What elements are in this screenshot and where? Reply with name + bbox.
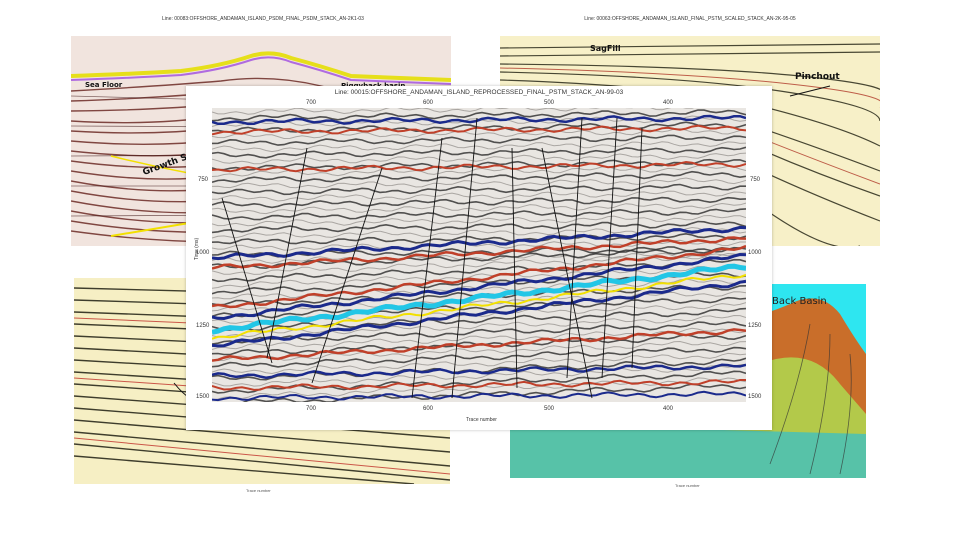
panel-title: Line: 00083:OFFSHORE_ANDAMAN_ISLAND_PSDM…: [162, 16, 364, 22]
sea-floor-label: Sea Floor: [85, 81, 123, 89]
x-tick-top-600: 600: [423, 100, 434, 106]
x-tick-top-400: 400: [663, 100, 674, 106]
x-tick-bottom-600: 600: [423, 406, 434, 412]
y-tick-750: 750: [198, 177, 209, 183]
main-seismic-section: [212, 108, 746, 402]
seismic-panel-main: Line: 00015:OFFSHORE_ANDAMAN_ISLAND_REPR…: [186, 86, 772, 430]
y-tick-1250: 1250: [196, 323, 210, 329]
x-tick-bottom-700: 700: [306, 406, 317, 412]
y-tick-right-750: 750: [750, 177, 761, 183]
x-axis-title: Trace number: [246, 488, 271, 493]
sagfill-label: SagFill: [590, 44, 621, 53]
x-tick-bottom-500: 500: [544, 406, 555, 412]
pinchout-label: Pinchout: [795, 72, 840, 82]
x-tick-bottom-400: 400: [663, 406, 674, 412]
y-axis-title: Time (ms): [194, 237, 201, 261]
x-axis-title: Trace number: [675, 483, 700, 488]
back-basin-label: Back Basin: [772, 296, 827, 307]
x-axis-title: Trace number: [466, 417, 497, 423]
y-tick-right-1250: 1250: [748, 323, 762, 329]
main-seismic-image: [212, 108, 746, 402]
y-tick-right-1000: 1000: [748, 250, 762, 256]
x-tick-top-700: 700: [306, 100, 317, 106]
panel-title: Line: 00063:OFFSHORE_ANDAMAN_ISLAND_FINA…: [584, 16, 796, 22]
y-tick-1000: 1000: [196, 250, 210, 256]
y-tick-right-1500: 1500: [748, 394, 762, 400]
x-tick-top-500: 500: [544, 100, 555, 106]
main-panel-title: Line: 00015:OFFSHORE_ANDAMAN_ISLAND_REPR…: [334, 89, 624, 96]
y-tick-1500: 1500: [196, 394, 210, 400]
